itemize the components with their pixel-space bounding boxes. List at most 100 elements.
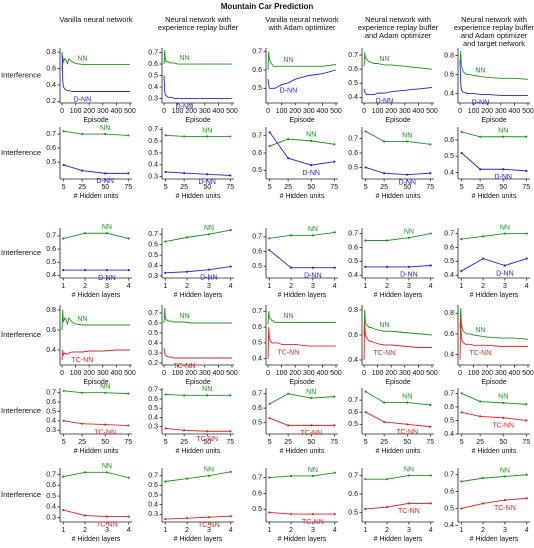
x-tick-label: 0	[162, 370, 166, 377]
series-label: NN	[475, 67, 485, 74]
x-tick-label: 75	[330, 439, 338, 446]
series-label: NN	[306, 389, 316, 396]
x-tick-label: 500	[330, 108, 342, 115]
x-tick-label: 3	[407, 283, 411, 290]
y-tick-label: 0.3	[148, 350, 158, 357]
y-tick-label: 0.8	[444, 52, 454, 59]
series-line	[269, 393, 335, 405]
point	[229, 174, 232, 177]
y-tick-label: 0.5	[46, 408, 56, 415]
x-axis-label: Episode	[185, 117, 210, 124]
column-title: Vanilla neural network	[265, 15, 338, 24]
y-axis-label: Interference	[1, 148, 41, 157]
point	[525, 497, 528, 500]
x-tick-label: 300	[495, 108, 507, 115]
y-tick-label: 0.4	[148, 162, 158, 169]
series-label: TC-NN	[96, 521, 118, 528]
y-tick-label: 0.5	[148, 330, 158, 337]
series-label: D-NN	[496, 270, 514, 277]
series-label: NN	[204, 225, 214, 232]
series-label: NN	[404, 466, 414, 473]
series-line	[459, 318, 528, 360]
y-axis-label: Interference	[1, 330, 41, 339]
x-tick-label: 0	[60, 108, 64, 115]
x-axis-label: # Hidden layers	[278, 536, 327, 543]
point	[333, 471, 336, 474]
point	[460, 392, 463, 395]
x-tick-label: 500	[226, 108, 238, 115]
y-tick-label: 0.6	[46, 327, 56, 334]
x-tick-label: 200	[385, 370, 397, 377]
point	[287, 392, 290, 395]
point	[127, 392, 130, 395]
x-axis-label: Episode	[385, 379, 410, 386]
point	[429, 232, 432, 235]
point	[207, 233, 211, 236]
y-tick-label: 0.6	[348, 150, 358, 157]
y-tick-label: 0.5	[46, 493, 56, 500]
y-tick-label: 0.5	[348, 510, 358, 517]
x-tick-label: 100	[468, 108, 480, 115]
y-tick-label: 0.6	[148, 396, 158, 403]
x-tick-label: 300	[399, 108, 411, 115]
series-label: NN	[77, 316, 87, 323]
series-label: NN	[379, 56, 389, 63]
series-label: D-NN	[74, 96, 92, 103]
x-tick-label: 0	[162, 108, 166, 115]
point	[479, 168, 482, 171]
y-tick-label: 0.6	[252, 150, 262, 157]
y-tick-label: 0.7	[148, 126, 158, 133]
y-tick-label: 0.3	[148, 273, 158, 280]
x-tick-label: 3	[503, 283, 507, 290]
x-tick-label: 0	[362, 370, 366, 377]
y-tick-label: 0.6	[46, 65, 56, 72]
y-tick-label: 0.7	[46, 471, 56, 478]
x-tick-label: 0	[458, 108, 462, 115]
y-tick-label: 0.6	[348, 244, 358, 251]
series-line	[459, 60, 528, 96]
y-tick-label: 0.5	[252, 506, 262, 513]
y-tick-label: 0.5	[444, 153, 454, 160]
series-line	[61, 52, 130, 92]
point	[406, 173, 409, 176]
point	[207, 516, 211, 519]
point	[479, 135, 482, 138]
x-tick-label: 5	[164, 439, 168, 446]
point	[207, 474, 211, 477]
y-tick-label: 0.7	[348, 52, 358, 59]
point	[364, 130, 367, 133]
series-label: NN	[402, 393, 412, 400]
series-label: D-NN	[302, 170, 320, 177]
x-axis-label: Episode	[481, 117, 506, 124]
series-label: NN	[402, 132, 412, 139]
x-tick-label: 400	[213, 370, 225, 377]
point	[407, 265, 411, 268]
x-axis-label: Episode	[83, 117, 108, 124]
series-line	[165, 171, 231, 176]
y-tick-label: 0.6	[348, 66, 358, 73]
point	[83, 269, 87, 272]
point	[164, 480, 167, 483]
series-label: TC-NN	[278, 349, 300, 356]
y-tick-label: 0.4	[252, 356, 262, 363]
column-title: Neural network with	[365, 15, 431, 24]
x-tick-label: 3	[105, 283, 109, 290]
point	[183, 394, 186, 397]
series-line	[365, 411, 431, 428]
x-tick-label: 4	[229, 283, 233, 290]
point	[310, 396, 313, 400]
x-tick-label: 25	[284, 439, 292, 446]
point	[206, 173, 209, 176]
x-tick-label: 200	[289, 108, 301, 115]
x-axis-label: Episode	[289, 379, 314, 386]
series-line	[269, 472, 335, 478]
y-tick-label: 0.7	[46, 390, 56, 397]
point	[268, 417, 271, 420]
point	[407, 502, 411, 505]
point	[185, 517, 189, 520]
series-label: D-NN	[198, 179, 216, 186]
series-label: TC-NN	[470, 350, 492, 357]
y-tick-label: 0.7	[252, 234, 262, 241]
y-tick-label: 0.4	[444, 90, 454, 97]
y-tick-label: 0.8	[46, 49, 56, 56]
